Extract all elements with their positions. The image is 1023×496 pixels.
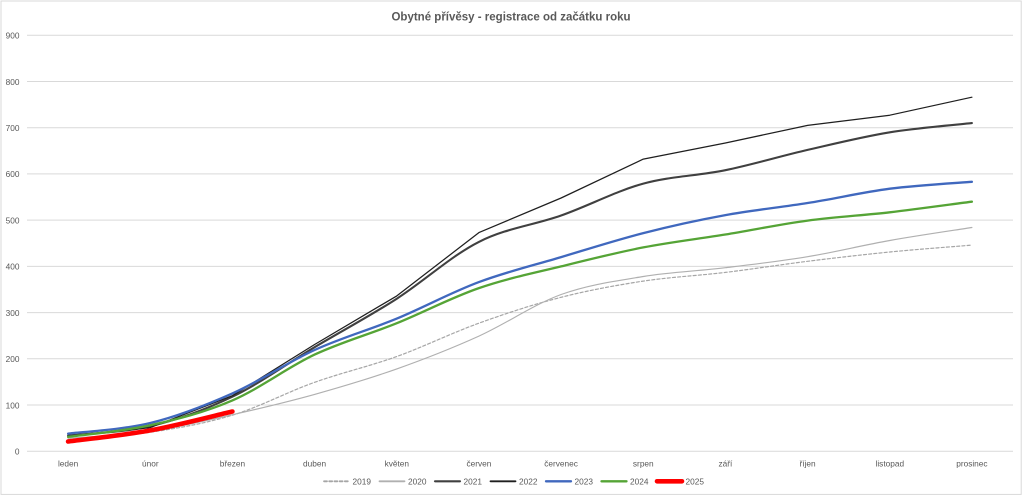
svg-text:duben: duben	[303, 458, 326, 468]
svg-text:září: září	[718, 458, 733, 468]
svg-text:900: 900	[6, 31, 20, 41]
svg-text:červenec: červenec	[544, 458, 578, 468]
svg-text:2019: 2019	[353, 476, 372, 486]
svg-text:leden: leden	[58, 458, 79, 468]
svg-text:říjen: říjen	[800, 458, 817, 468]
svg-text:květen: květen	[385, 458, 410, 468]
svg-text:srpen: srpen	[633, 458, 654, 468]
svg-text:2022: 2022	[519, 476, 538, 486]
svg-text:Obytné přívěsy - registrace od: Obytné přívěsy - registrace od začátku r…	[391, 12, 630, 24]
svg-text:100: 100	[6, 400, 20, 410]
svg-text:2023: 2023	[575, 476, 594, 486]
svg-text:2020: 2020	[408, 476, 427, 486]
svg-text:700: 700	[6, 123, 20, 133]
svg-text:červen: červen	[466, 458, 491, 468]
svg-text:únor: únor	[142, 458, 159, 468]
svg-text:listopad: listopad	[875, 458, 904, 468]
svg-text:2021: 2021	[464, 476, 483, 486]
svg-text:500: 500	[6, 215, 20, 225]
svg-text:300: 300	[6, 308, 20, 318]
svg-text:2025: 2025	[686, 476, 705, 486]
svg-text:prosinec: prosinec	[956, 458, 987, 468]
svg-text:400: 400	[6, 262, 20, 272]
svg-text:200: 200	[6, 354, 20, 364]
svg-text:600: 600	[6, 169, 20, 179]
svg-text:0: 0	[15, 447, 20, 457]
svg-text:březen: březen	[220, 458, 246, 468]
svg-text:800: 800	[6, 77, 20, 87]
svg-text:2024: 2024	[630, 476, 649, 486]
